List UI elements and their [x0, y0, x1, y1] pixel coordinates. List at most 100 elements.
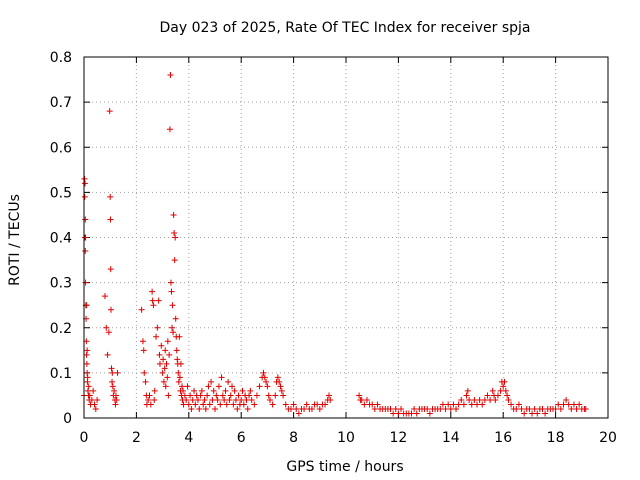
data-point	[229, 383, 236, 390]
data-point	[424, 405, 431, 412]
data-point	[156, 351, 163, 358]
data-point	[85, 383, 92, 390]
data-point	[200, 401, 207, 408]
data-point	[555, 401, 562, 408]
data-point	[160, 356, 167, 363]
data-point	[146, 392, 153, 399]
data-point	[189, 396, 196, 403]
data-point	[114, 369, 121, 376]
data-point	[149, 297, 156, 304]
data-point	[183, 396, 190, 403]
data-point	[159, 369, 166, 376]
data-point	[197, 392, 204, 399]
data-point	[165, 392, 172, 399]
data-point	[226, 396, 233, 403]
data-point	[151, 396, 158, 403]
data-point	[235, 392, 242, 399]
data-point	[150, 302, 157, 309]
data-point	[363, 396, 370, 403]
data-point	[101, 293, 108, 300]
data-point	[84, 387, 91, 394]
data-point	[201, 396, 208, 403]
data-point	[269, 401, 276, 408]
data-point	[322, 401, 329, 408]
data-point	[458, 396, 465, 403]
y-axis-label: ROTI / TECUs	[7, 194, 23, 286]
data-point	[450, 401, 457, 408]
data-point	[170, 211, 177, 218]
data-point	[468, 401, 475, 408]
data-point	[442, 405, 449, 412]
data-point	[109, 378, 116, 385]
data-point	[141, 369, 148, 376]
data-point	[395, 410, 402, 417]
data-point	[568, 405, 575, 412]
data-point	[239, 387, 246, 394]
data-point	[263, 378, 270, 385]
data-point	[104, 351, 111, 358]
data-point	[92, 405, 99, 412]
data-point	[504, 392, 511, 399]
data-point	[202, 405, 209, 412]
data-point	[466, 396, 473, 403]
data-point	[408, 410, 415, 417]
data-point	[497, 387, 504, 394]
data-point	[83, 351, 90, 358]
data-point	[453, 405, 460, 412]
data-point	[481, 396, 488, 403]
data-point	[248, 396, 255, 403]
data-point	[500, 383, 507, 390]
data-point	[166, 351, 173, 358]
data-point	[508, 401, 515, 408]
data-point	[208, 378, 215, 385]
data-point	[513, 405, 520, 412]
data-point	[187, 392, 194, 399]
data-point	[260, 369, 267, 376]
data-point	[81, 193, 88, 200]
data-point	[371, 405, 378, 412]
y-tick-label: 0.8	[50, 50, 72, 66]
data-point	[154, 324, 161, 331]
data-point	[287, 405, 294, 412]
data-point	[206, 401, 213, 408]
data-point	[139, 338, 146, 345]
data-point	[83, 360, 90, 367]
data-point	[145, 396, 152, 403]
data-point	[487, 396, 494, 403]
data-point	[196, 405, 203, 412]
data-point	[471, 396, 478, 403]
data-points	[81, 72, 589, 417]
data-point	[277, 383, 284, 390]
data-point	[160, 378, 167, 385]
data-point	[184, 383, 191, 390]
data-point	[180, 401, 187, 408]
data-point	[502, 387, 509, 394]
data-point	[107, 266, 114, 273]
data-point	[293, 405, 300, 412]
data-point	[173, 347, 180, 354]
data-point	[149, 288, 156, 295]
x-tick-label: 18	[547, 430, 565, 446]
data-point	[565, 401, 572, 408]
y-tick-label: 0.5	[50, 185, 72, 201]
grid-lines	[84, 57, 608, 418]
data-point	[162, 347, 169, 354]
data-point	[167, 279, 174, 286]
data-point	[413, 410, 420, 417]
data-point	[479, 401, 486, 408]
data-point	[314, 401, 321, 408]
data-point	[369, 401, 376, 408]
data-point	[227, 392, 234, 399]
data-point	[501, 378, 508, 385]
data-point	[142, 378, 149, 385]
x-tick-label: 16	[494, 430, 512, 446]
plot-frame	[83, 56, 609, 419]
data-point	[175, 378, 182, 385]
y-tick-label: 0	[63, 411, 72, 427]
x-tick-label: 6	[237, 430, 246, 446]
data-point	[518, 405, 525, 412]
data-point	[82, 248, 89, 255]
data-point	[172, 234, 179, 241]
data-point	[103, 324, 110, 331]
